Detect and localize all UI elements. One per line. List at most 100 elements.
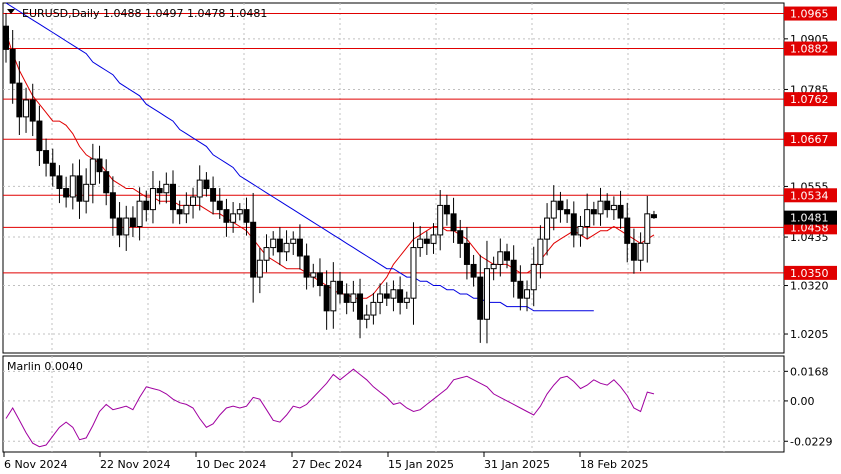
candle-body — [457, 230, 464, 244]
oscillator-axis: 0.0168 0.00 -0.0229 — [784, 365, 832, 448]
candle — [350, 280, 357, 312]
ma-slow-line — [5, 2, 594, 312]
candle-body — [109, 192, 116, 219]
time-tick-label: 15 Jan 2025 — [388, 458, 454, 471]
candle-body — [330, 280, 337, 312]
candle-body — [256, 259, 263, 278]
candle — [497, 238, 504, 277]
candle-body — [570, 213, 577, 236]
candle — [483, 240, 490, 344]
candle — [430, 223, 437, 254]
candle-body — [136, 200, 143, 227]
candle — [383, 282, 390, 306]
candles — [3, 13, 657, 344]
candle — [443, 194, 450, 226]
level-label-bg — [784, 6, 837, 21]
candle-body — [96, 158, 103, 173]
candle — [36, 105, 43, 166]
candle — [49, 148, 56, 187]
price-tick-label: 1.0205 — [790, 328, 829, 341]
candle-body — [544, 217, 551, 240]
candle-body — [176, 209, 183, 215]
candle-body — [617, 204, 624, 219]
candle — [123, 205, 130, 251]
candle-body — [410, 247, 417, 299]
candle — [103, 159, 110, 206]
candle-body — [276, 238, 283, 253]
candle — [270, 231, 277, 256]
oscillator — [5, 368, 655, 448]
candle-body — [323, 285, 330, 312]
candle-body — [129, 217, 136, 227]
level-label-bg — [784, 132, 837, 147]
candle — [457, 219, 464, 258]
candle — [590, 201, 597, 226]
candle — [156, 180, 163, 205]
level-label-bg — [784, 92, 837, 107]
level-label: 1.0667 — [790, 133, 829, 146]
candle — [577, 215, 584, 247]
candle-body — [316, 272, 323, 287]
candle-body — [604, 200, 611, 211]
oscillator-tick-label: 0.00 — [790, 395, 815, 408]
candle-body — [69, 175, 76, 198]
candle — [463, 227, 470, 280]
candle — [16, 61, 23, 135]
candle-body — [590, 209, 597, 215]
candle-body — [497, 251, 504, 265]
candle — [363, 304, 370, 329]
candle-body — [36, 120, 43, 152]
candle — [223, 198, 230, 237]
candle-body — [337, 280, 343, 295]
candle-body — [390, 289, 397, 299]
candle — [357, 278, 364, 339]
level-labels: 1.09651.08821.07621.06671.05341.04581.03… — [784, 6, 837, 280]
level-label: 1.0534 — [790, 189, 829, 202]
candle-body — [123, 217, 130, 236]
candle-body — [517, 280, 524, 299]
candle-body — [650, 214, 657, 219]
candle-body — [296, 238, 303, 257]
level-label: 1.0762 — [790, 93, 829, 106]
dropdown-triangle-icon[interactable] — [7, 9, 15, 14]
candle — [316, 258, 323, 297]
candle-body — [9, 48, 16, 84]
candle-body — [156, 188, 163, 194]
moving-averages — [5, 2, 655, 312]
candle-body — [290, 238, 297, 244]
grid — [3, 3, 784, 452]
candle — [83, 168, 90, 214]
candle-body — [43, 150, 50, 164]
candle — [624, 202, 631, 263]
candle — [377, 283, 384, 315]
candle — [203, 172, 210, 197]
candle-body — [243, 209, 250, 223]
oscillator-tick-label: -0.0229 — [790, 435, 832, 448]
candle — [56, 165, 63, 204]
candle-body — [250, 221, 257, 278]
candle-body — [443, 204, 450, 215]
candle — [630, 228, 637, 274]
candle-body — [216, 200, 223, 211]
candle — [310, 263, 317, 288]
candle-body — [116, 217, 123, 236]
candle — [530, 246, 537, 307]
ma-fast-line — [5, 32, 655, 299]
candle-body — [450, 213, 457, 232]
candle — [283, 230, 290, 262]
candle — [410, 222, 417, 325]
candle-body — [483, 268, 490, 320]
candle-body — [470, 263, 477, 278]
candle-body — [350, 293, 357, 303]
candle-body — [584, 209, 591, 227]
candle-body — [423, 238, 430, 244]
candle — [417, 226, 424, 257]
candle-body — [343, 293, 350, 303]
candle-body — [170, 183, 176, 211]
candle — [76, 159, 83, 219]
candle — [517, 265, 524, 311]
candle — [256, 248, 263, 294]
candle — [423, 231, 430, 255]
